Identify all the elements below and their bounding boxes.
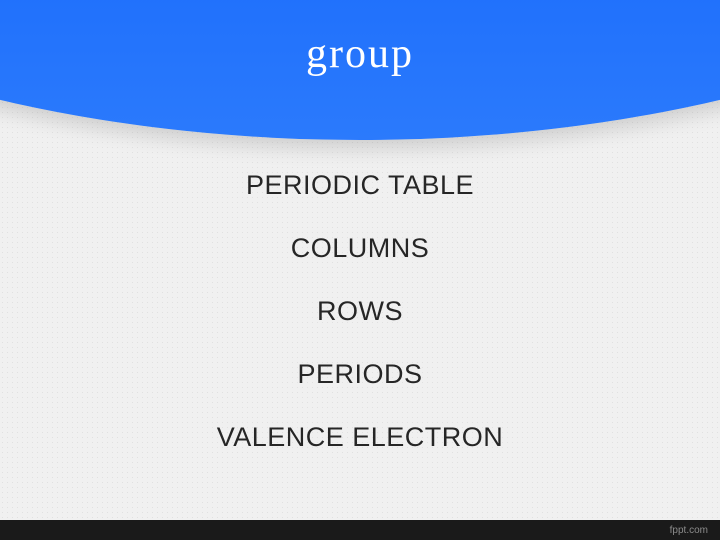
footer-attribution: fppt.com xyxy=(670,525,708,536)
footer-bar: fppt.com xyxy=(0,520,720,540)
slide-title: group xyxy=(0,30,720,78)
list-item: PERIODIC TABLE xyxy=(246,170,474,201)
list-item: VALENCE ELECTRON xyxy=(217,422,504,453)
list-item: COLUMNS xyxy=(291,233,430,264)
list-item: PERIODS xyxy=(297,359,422,390)
content-list: PERIODIC TABLE COLUMNS ROWS PERIODS VALE… xyxy=(0,170,720,453)
list-item: ROWS xyxy=(317,296,403,327)
slide-container: group PERIODIC TABLE COLUMNS ROWS PERIOD… xyxy=(0,0,720,540)
